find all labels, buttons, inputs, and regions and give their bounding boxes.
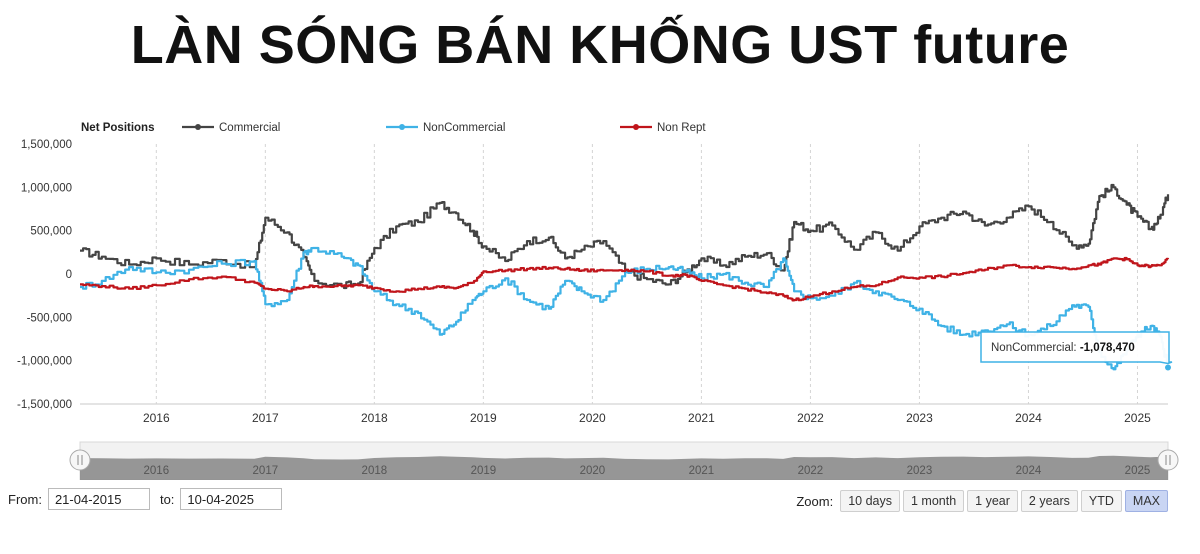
tooltip-layer: NonCommercial: -1,078,470 (980, 331, 1173, 372)
handle-left-icon[interactable] (69, 449, 91, 471)
page-headline: LÀN SÓNG BÁN KHỐNG UST future (130, 15, 1070, 75)
navigator-tick-label: 2018 (362, 465, 388, 477)
navigator-tick-label: 2021 (689, 465, 715, 477)
from-date-input[interactable] (47, 488, 150, 510)
series-line-noncommercial (80, 246, 1170, 371)
y-axis: -1,500,000 -1,000,000 -500,000 0 500,000 1,00… (17, 139, 72, 411)
legend-label-noncommercial: NonCommercial (423, 122, 505, 134)
y-tick-label: 500,000 (30, 226, 72, 238)
legend-label-commercial: Commercial (219, 122, 280, 134)
legend-marker (195, 124, 201, 130)
legend: Net Positions Commercial NonCommercial Non … (81, 122, 706, 134)
navigator-tick-label: 2019 (471, 465, 497, 477)
navigator: 2016 2017 2018 2019 2020 2021 2022 2023 2024 2025 (69, 441, 1179, 480)
series-layer (80, 183, 1170, 371)
y-tick-label: -500,000 (27, 312, 72, 324)
x-tick-label: 2017 (252, 411, 279, 425)
x-tick-label: 2025 (1124, 411, 1151, 425)
chart-title: Net Positions (81, 122, 154, 134)
zoom-controls: Zoom: 10 days 1 month 1 year 2 years YTD… (796, 490, 1168, 512)
to-date-input[interactable] (180, 488, 283, 510)
handle-right-circle (1157, 449, 1179, 471)
zoom-1-year-button[interactable]: 1 year (967, 490, 1018, 512)
zoom-label: Zoom: (796, 493, 834, 509)
navigator-tick-label: 2024 (1016, 465, 1042, 477)
x-tick-label: 2019 (470, 411, 497, 425)
x-axis: 2016 2017 2018 2019 2020 2021 2022 2023 2024 2025 (143, 411, 1151, 425)
legend-label-non-rept: Non Rept (657, 122, 706, 134)
tooltip-box (980, 331, 1173, 365)
zoom-ytd-button[interactable]: YTD (1080, 490, 1122, 512)
tooltip-text: NonCommercial: -1,078,470 (991, 342, 1135, 354)
y-tick-label: -1,000,000 (17, 356, 72, 368)
y-tick-label: 0 (66, 269, 72, 281)
tooltip-point (1164, 363, 1172, 372)
x-tick-label: 2018 (361, 411, 388, 425)
navigator-area (80, 455, 1168, 480)
to-label: to: (159, 491, 175, 507)
navigator-tick-label: 2020 (580, 465, 606, 477)
zoom-max-button[interactable]: MAX (1124, 490, 1168, 512)
x-tick-label: 2022 (797, 411, 824, 425)
tooltip-label: NonCommercial: (991, 342, 1080, 354)
x-tick-label: 2023 (906, 411, 933, 425)
x-tick-label: 2020 (579, 411, 606, 425)
legend-marker (399, 124, 405, 130)
series-line-commercial (80, 183, 1170, 290)
navigator-tick-label: 2016 (144, 465, 170, 477)
x-tick-label: 2024 (1015, 411, 1042, 425)
navigator-tick-label: 2017 (253, 465, 279, 477)
navigator-tick-label: 2022 (798, 465, 824, 477)
y-tick-label: 1,500,000 (21, 139, 72, 151)
handle-left-circle (69, 449, 91, 471)
zoom-1-month-button[interactable]: 1 month (902, 490, 965, 512)
x-tick-label: 2021 (688, 411, 715, 425)
navigator-tick-label: 2023 (907, 465, 933, 477)
date-range-selector: From: to: (8, 488, 283, 510)
zoom-2-years-button[interactable]: 2 years (1020, 490, 1078, 512)
handle-right-icon[interactable] (1157, 449, 1179, 471)
x-tick-label: 2016 (143, 411, 170, 425)
tooltip-value: -1,078,470 (1080, 342, 1135, 354)
zoom-10-days-button[interactable]: 10 days (840, 490, 900, 512)
net-positions-chart: -1,500,000 -1,000,000 -500,000 0 500,000 1,00… (17, 122, 1179, 480)
from-label: From: (8, 491, 42, 507)
plot-grid (80, 144, 1168, 405)
series-line-non-rept (80, 256, 1170, 302)
y-tick-label: -1,500,000 (17, 399, 72, 411)
y-tick-label: 1,000,000 (21, 182, 72, 194)
legend-marker (633, 124, 639, 130)
navigator-tick-label: 2025 (1125, 465, 1151, 477)
